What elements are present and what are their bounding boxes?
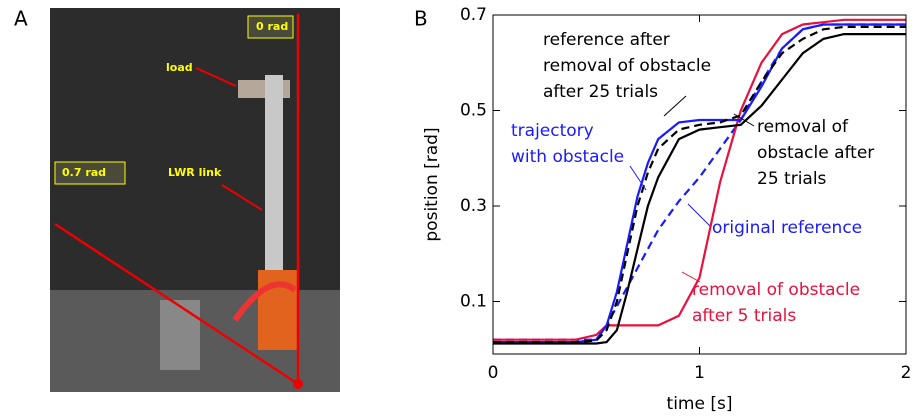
annotation: trajectory	[511, 121, 594, 141]
annotation: reference after	[543, 30, 670, 50]
annotation: original reference	[712, 218, 862, 238]
leader-line	[681, 271, 701, 283]
angle-line	[54, 222, 299, 386]
x-tick-label: 1	[694, 363, 705, 383]
photo-label: load	[166, 61, 193, 74]
annotation: obstacle after	[757, 143, 874, 163]
annotation: 25 trials	[757, 169, 827, 189]
annotation: removal of	[757, 117, 849, 137]
y-tick-label: 0.3	[460, 196, 487, 216]
photo-label: LWR link	[168, 166, 222, 179]
annotation: with obstacle	[511, 147, 624, 167]
series-line	[493, 25, 906, 344]
pointer	[221, 184, 263, 211]
y-tick-label: 0.7	[460, 5, 487, 25]
leader-line	[733, 113, 755, 127]
backdrop	[50, 8, 340, 308]
annotation: removal of obstacle	[692, 280, 860, 300]
pointer	[195, 67, 237, 87]
fixture	[160, 300, 200, 370]
photo-label: 0 rad	[256, 20, 288, 33]
label-box	[247, 15, 294, 39]
annotation: after 25 trials	[543, 82, 658, 102]
y-tick-label: 0.1	[460, 291, 487, 311]
series-line	[493, 33, 906, 345]
panel-label: B	[414, 7, 428, 31]
panel-label: A	[14, 7, 28, 31]
label-box	[54, 161, 126, 185]
photo: 0 rad load 0.7 rad LWR link	[50, 8, 340, 392]
pivot	[293, 379, 303, 389]
x-tick-label: 0	[488, 363, 499, 383]
leader-line	[687, 203, 711, 227]
leader-lines	[629, 95, 755, 283]
leader-line	[663, 95, 687, 117]
annotation: removal of obstacle	[543, 56, 711, 76]
rotation-arrow	[232, 281, 297, 322]
annotation: after 5 trials	[692, 306, 796, 326]
photo-label: 0.7 rad	[62, 166, 106, 179]
y-axis-label: position [rad]	[422, 127, 442, 241]
plot-area: 0.1 0.3 0.5 0.7 0 1 2 time [s] position [rad] ref…	[422, 5, 911, 414]
link	[265, 75, 283, 285]
y-tick-label: 0.5	[460, 100, 487, 120]
plot-frame	[492, 14, 907, 355]
x-axis-label: time [s]	[667, 394, 733, 414]
series-line	[493, 18, 906, 341]
leader-line	[629, 165, 647, 191]
x-tick-label: 2	[901, 363, 912, 383]
